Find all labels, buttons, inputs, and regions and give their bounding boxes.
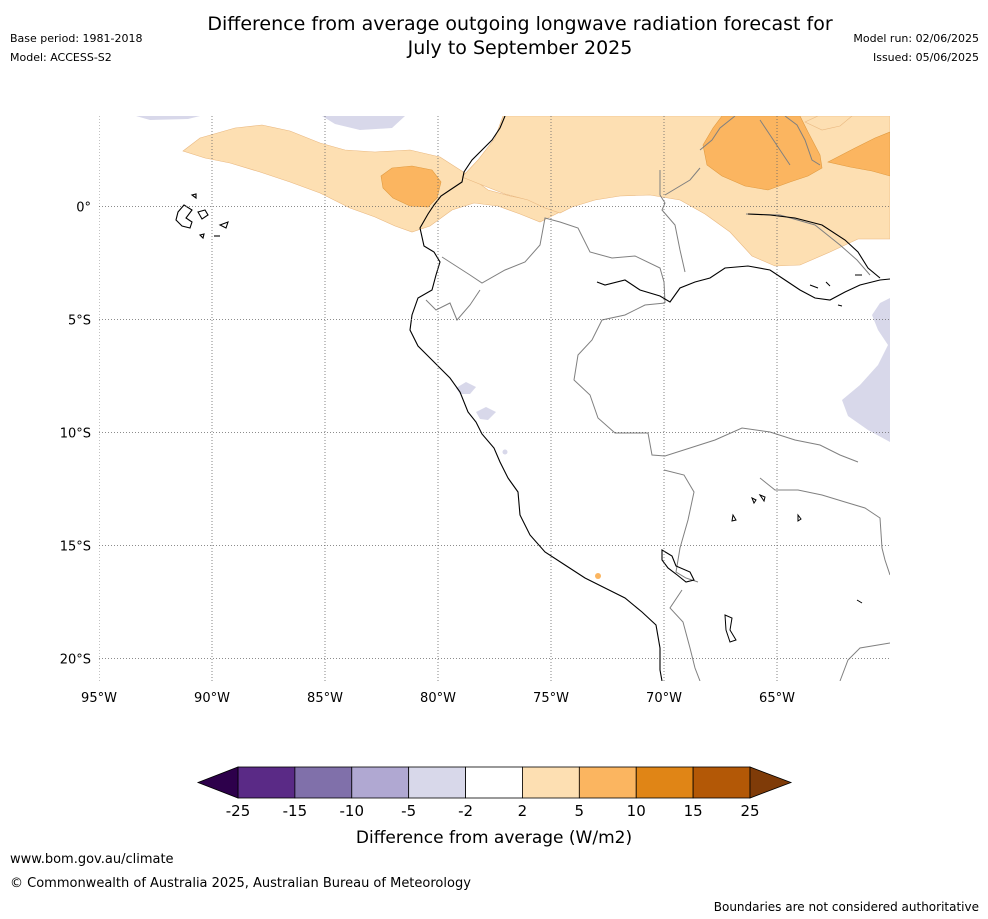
colorbar-tick-label: 2	[518, 802, 528, 820]
latitude-label: 20°S	[60, 652, 91, 667]
longitude-label: 80°W	[420, 691, 456, 706]
colorbar-swatch	[692, 766, 751, 799]
website-link[interactable]: www.bom.gov.au/climate	[10, 852, 174, 867]
model-run-text: Model run: 02/06/2025	[853, 32, 979, 45]
longitude-label: 75°W	[533, 691, 569, 706]
anomaly-spot-purple-1	[456, 382, 476, 394]
anomaly-region-light-orange-east	[461, 116, 890, 267]
coastlines	[409, 116, 890, 681]
graticule	[99, 116, 890, 681]
colorbar-tick-label: 25	[740, 802, 759, 820]
colorbar-swatch	[408, 766, 466, 799]
disclaimer-text: Boundaries are not considered authoritat…	[713, 900, 979, 914]
base-period-text: Base period: 1981-2018	[10, 32, 143, 45]
colorbar-tick-labels: -25 -15 -10 -5 -2 2 5 10 15 25	[226, 802, 760, 820]
anomaly-region-orange-north	[702, 116, 823, 191]
title-line-1: Difference from average outgoing longwav…	[207, 13, 833, 35]
anomaly-region-light-orange-patch	[804, 116, 853, 131]
longitude-label: 95°W	[81, 691, 117, 706]
colorbar-tick-label: -2	[458, 802, 473, 820]
latitude-label: 15°S	[60, 539, 91, 554]
latitude-label: 5°S	[68, 313, 91, 328]
issued-text: Issued: 05/06/2025	[872, 51, 979, 64]
copyright-text: © Commonwealth of Australia 2025, Austra…	[10, 876, 471, 891]
colorbar-tick-label: -10	[340, 802, 365, 820]
page-title: Difference from average outgoing longwav…	[140, 12, 900, 60]
latitude-label: 0°	[76, 200, 91, 215]
latitude-label: 10°S	[60, 426, 91, 441]
colorbar-tick-label: -5	[401, 802, 416, 820]
lakes	[724, 274, 863, 643]
title-line-2: July to September 2025	[407, 37, 633, 59]
colorbar-swatch	[522, 766, 580, 799]
longitude-label: 85°W	[307, 691, 343, 706]
colorbar	[196, 766, 793, 799]
colorbar-tick-label: 5	[575, 802, 585, 820]
longitude-label: 65°W	[759, 691, 795, 706]
anomaly-region-orange-coast	[380, 165, 442, 208]
anomaly-region-light-orange-west	[182, 124, 561, 233]
anomaly-region-orange-east	[827, 131, 890, 177]
colorbar-swatch	[351, 766, 410, 799]
colorbar-label: Difference from average (W/m2)	[356, 828, 632, 848]
colorbar-tick-label: 10	[627, 802, 646, 820]
colorbar-tick-label: 15	[684, 802, 703, 820]
country-boundaries	[425, 116, 890, 681]
colorbar-tick-label: -25	[226, 802, 251, 820]
colorbar-swatch	[237, 766, 296, 799]
anomaly-region-purple-top-center	[322, 116, 405, 130]
anomaly-spot-purple-3	[502, 449, 508, 455]
colorbar-extend-high	[749, 766, 793, 799]
colorbar-swatch	[465, 766, 523, 799]
colorbar-swatch	[294, 766, 353, 799]
colorbar-swatch	[578, 766, 637, 799]
anomaly-region-purple-top-left	[136, 116, 200, 120]
anomaly-region-purple-east	[842, 298, 890, 442]
galapagos-islands	[175, 193, 229, 240]
longitude-label: 70°W	[646, 691, 682, 706]
anomaly-spot-orange-south	[595, 573, 601, 579]
latitude-labels: 0° 5°S 10°S 15°S 20°S	[60, 200, 91, 667]
model-text: Model: ACCESS-S2	[10, 51, 112, 64]
longitude-labels: 95°W 90°W 85°W 80°W 75°W 70°W 65°W	[81, 691, 795, 706]
colorbar-tick-label: -15	[283, 802, 308, 820]
map-plot-area	[99, 116, 890, 681]
longitude-label: 90°W	[194, 691, 230, 706]
anomaly-spot-purple-2	[476, 407, 496, 420]
colorbar-extend-low	[196, 766, 239, 799]
colorbar-swatch	[635, 766, 694, 799]
